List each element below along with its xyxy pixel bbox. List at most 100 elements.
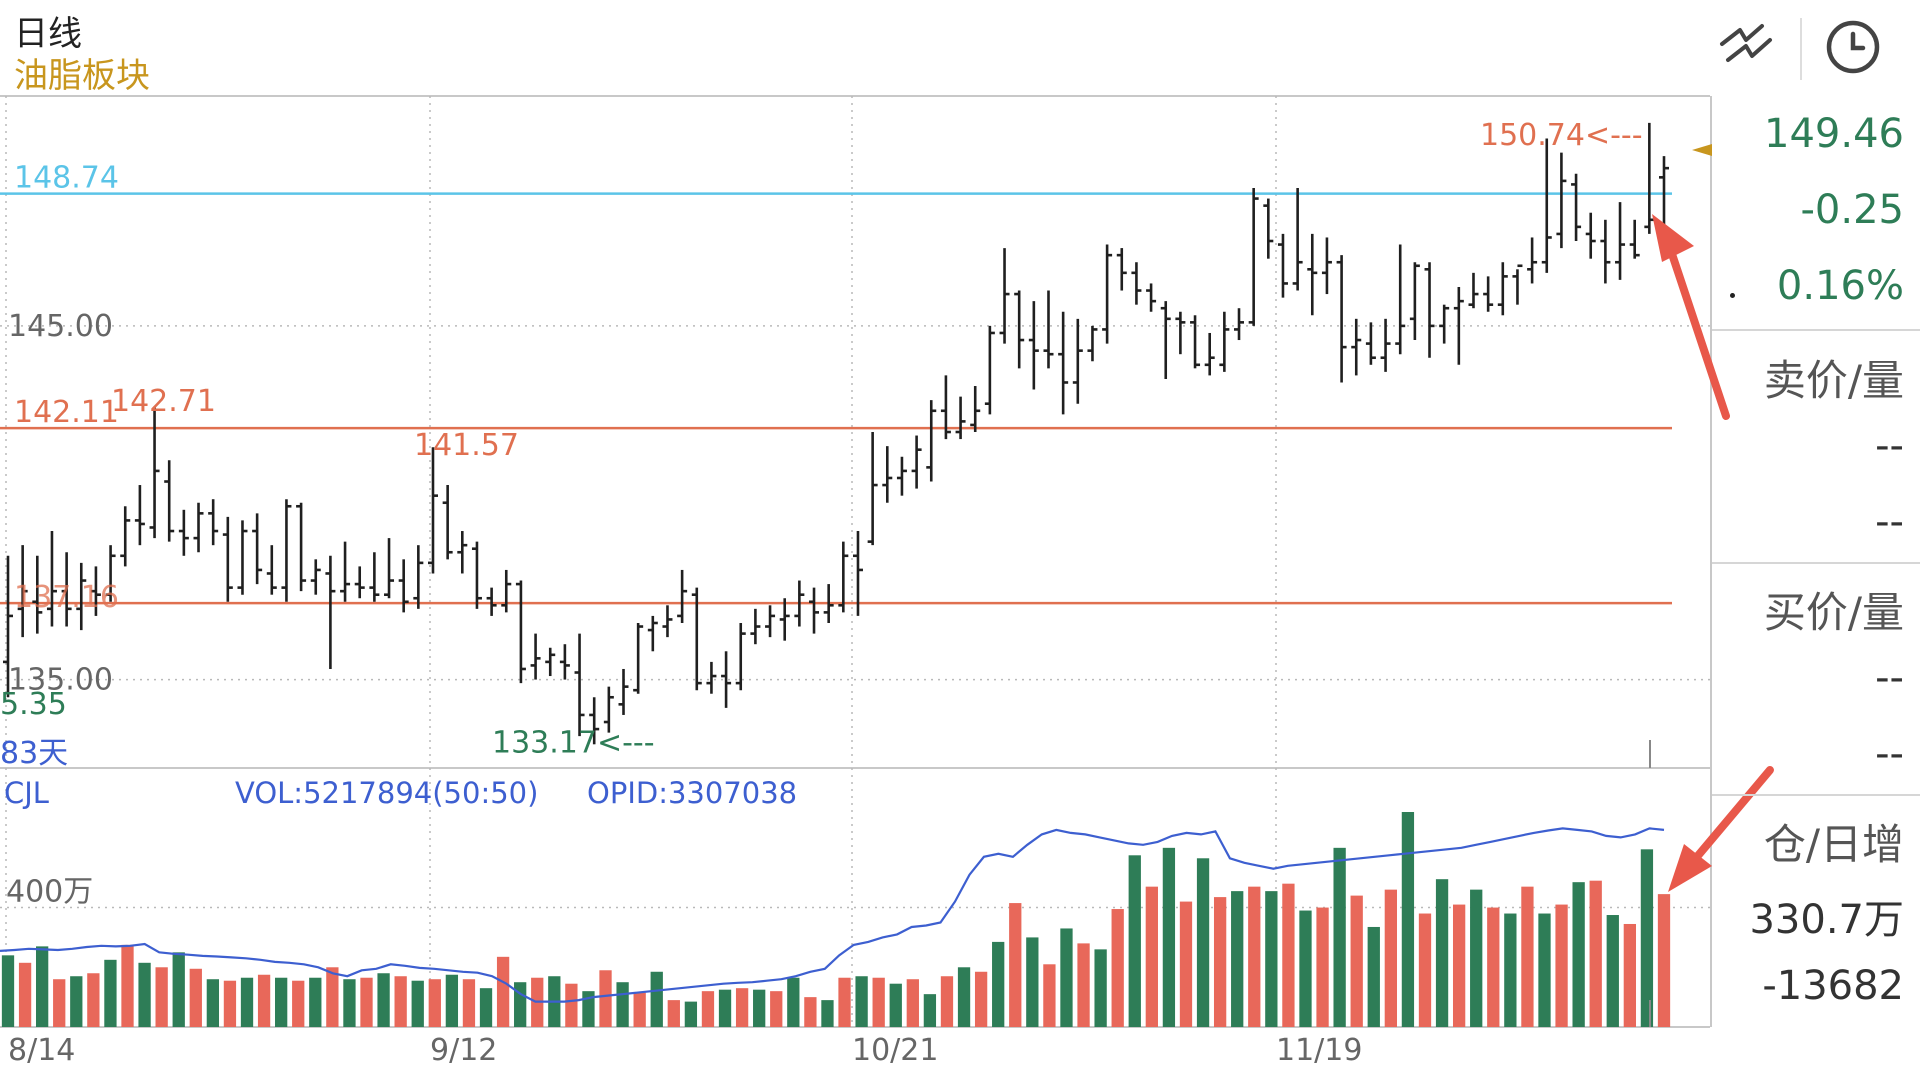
ohlc-bar <box>32 555 43 634</box>
ohlc-bar <box>237 520 248 595</box>
ohlc-bar <box>471 541 482 609</box>
ohlc-bar <box>633 622 644 694</box>
ohlc-bar <box>1263 198 1274 259</box>
ohlc-bar <box>1600 219 1611 284</box>
sell-price: -- <box>1875 423 1904 469</box>
volume-bar <box>974 971 988 1027</box>
ohlc-bar <box>926 400 937 482</box>
ohlc-bar <box>662 605 673 638</box>
volume-bar <box>445 974 459 1027</box>
ohlc-bar <box>134 485 145 546</box>
period-low-annotation: 133.17<--- <box>492 725 655 760</box>
volume-bar <box>599 970 612 1027</box>
volume-bar <box>87 973 100 1027</box>
open-interest: 330.7万 <box>1749 897 1904 943</box>
ohlc-bar <box>1424 262 1435 358</box>
ohlc-bar <box>1175 311 1186 355</box>
volume-bar <box>138 962 151 1027</box>
volume-bar <box>1316 907 1329 1027</box>
volume-bar <box>616 982 629 1027</box>
volume-bar <box>53 979 66 1027</box>
ohlc-bar <box>1527 237 1538 284</box>
volume-bar <box>1265 891 1278 1027</box>
quote-side-panel: 149.46 -0.25 0.16% 卖价/量 -- -- 买价/量 -- --… <box>1712 97 1920 1027</box>
volume-bar <box>206 979 220 1027</box>
ohlc-bar <box>1292 187 1303 291</box>
ohlc-bar <box>340 541 351 602</box>
ohlc-bar <box>1014 290 1025 369</box>
volume-bar <box>514 982 527 1027</box>
volume-bar <box>701 991 715 1027</box>
ohlc-bar <box>838 541 849 613</box>
volume-bar <box>1248 886 1261 1027</box>
volume-bar <box>940 976 954 1027</box>
volume-bar <box>957 967 971 1027</box>
ohlc-bar <box>384 538 395 599</box>
ohlc-bar <box>809 587 820 634</box>
ohlc-bar <box>1321 237 1332 295</box>
ohlc-bar <box>442 485 453 560</box>
ohlc-bar <box>164 460 175 542</box>
ohlc-bar <box>691 587 702 691</box>
ohlc-bar <box>17 545 28 638</box>
high-annotation: 142.71 <box>111 384 216 419</box>
ohlc-bar <box>852 531 863 616</box>
ohlc-bar <box>823 584 834 623</box>
ohlc-bar <box>1248 187 1259 326</box>
volume-value: VOL:5217894(50:50) <box>235 776 538 810</box>
ohlc-bar <box>149 406 160 539</box>
volume-bar <box>735 988 749 1027</box>
red-arrow-price <box>1652 214 1730 420</box>
volume-bar <box>479 988 493 1027</box>
volume-bar <box>1162 847 1176 1027</box>
volume-bar <box>923 994 937 1027</box>
ohlc-bar <box>647 615 658 652</box>
price-change: -0.25 <box>1800 187 1905 233</box>
ohlc-bar <box>1585 212 1596 259</box>
volume-bar <box>377 973 390 1027</box>
volume-bar <box>838 977 851 1027</box>
ohlc-bar <box>310 559 321 595</box>
volume-bar <box>1299 910 1312 1027</box>
volume-bar <box>496 956 510 1027</box>
ohlc-bar <box>1072 318 1083 404</box>
reference-price-label: 148.74 <box>14 161 119 196</box>
x-tick-label: 11/19 <box>1276 1033 1362 1068</box>
sell-volume: -- <box>1875 499 1904 545</box>
volume-bar <box>770 991 783 1027</box>
volume-bar <box>650 971 663 1027</box>
ohlc-bar <box>589 697 600 745</box>
volume-bar <box>223 980 237 1027</box>
volume-bars <box>1 812 1671 1027</box>
volume-bar <box>804 997 817 1027</box>
symbol-name[interactable]: 油脂板块 <box>14 56 150 96</box>
volume-bar <box>821 1000 834 1027</box>
line-draw-icon[interactable] <box>1712 12 1782 82</box>
ohlc-bar <box>603 686 614 733</box>
vertical-gridlines <box>5 96 1277 1027</box>
volume-bar <box>872 977 885 1027</box>
ohlc-bar <box>1380 318 1391 372</box>
ohlc-bar <box>1028 301 1039 390</box>
horizontal-gridlines <box>0 325 1710 909</box>
ohlc-bar <box>193 502 204 553</box>
volume-bar <box>753 989 766 1027</box>
volume-bar <box>1367 926 1380 1027</box>
ohlc-bar <box>1556 152 1567 249</box>
open-interest-value: OPID:3307038 <box>587 776 797 810</box>
ohlc-bar <box>1395 244 1406 355</box>
clock-icon[interactable] <box>1818 12 1888 82</box>
ohlc-bar <box>1102 244 1113 344</box>
ohlc-bar <box>677 569 688 623</box>
volume-bar <box>1487 907 1500 1027</box>
ohlc-bar <box>765 605 776 638</box>
ohlc-bar <box>1483 276 1494 312</box>
ohlc-bar <box>515 580 526 684</box>
buy-volume: -- <box>1875 731 1904 777</box>
ohlc-bar <box>1541 138 1552 273</box>
ohlc-bar <box>296 502 307 592</box>
volume-bar <box>240 977 254 1027</box>
ohlc-bar <box>779 598 790 641</box>
ohlc-bar <box>1409 262 1420 341</box>
